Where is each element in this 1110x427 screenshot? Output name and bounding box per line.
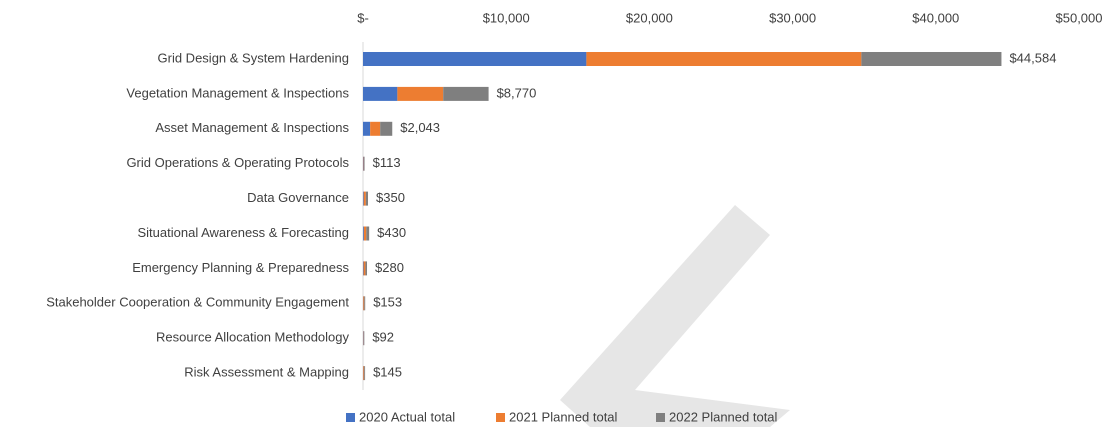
legend-swatch	[496, 413, 505, 422]
watermark	[560, 205, 790, 427]
bar-segment	[365, 191, 369, 206]
legend-swatch	[346, 413, 355, 422]
total-label: $92	[372, 330, 394, 345]
y-tick-label: Grid Operations & Operating Protocols	[126, 155, 349, 170]
bar-segment	[363, 52, 587, 66]
total-label: $44,584	[1009, 50, 1056, 65]
total-label: $430	[377, 225, 406, 240]
total-label: $145	[373, 365, 402, 380]
total-label: $280	[375, 260, 404, 275]
bar-segment	[364, 156, 365, 171]
legend-label: 2021 Planned total	[509, 409, 618, 424]
y-tick-label: Grid Design & System Hardening	[158, 50, 349, 65]
total-label: $8,770	[497, 85, 537, 100]
bar-segment	[380, 121, 393, 136]
legend-label: 2022 Planned total	[669, 409, 778, 424]
bar-segment	[363, 156, 365, 171]
legend-swatch	[656, 413, 665, 422]
total-label: $153	[373, 295, 402, 310]
bar-segment	[370, 121, 381, 136]
bar-segment	[363, 296, 365, 311]
y-tick-label: Vegetation Management & Inspections	[126, 85, 349, 100]
y-tick-label: Data Governance	[247, 190, 349, 205]
bar-segment	[363, 191, 364, 206]
bar-segment	[363, 156, 364, 171]
x-tick-label: $-	[357, 10, 369, 25]
bar-segment	[363, 261, 366, 276]
bar-segment	[443, 86, 489, 101]
bar-segment	[861, 52, 1002, 66]
bar-segment	[363, 226, 367, 241]
bar-segment	[364, 366, 366, 381]
total-label: $2,043	[400, 120, 440, 135]
y-tick-label: Situational Awareness & Forecasting	[138, 225, 350, 240]
bar-segment	[363, 86, 398, 101]
x-tick-label: $10,000	[483, 10, 530, 25]
total-label: $350	[376, 190, 405, 205]
x-tick-label: $30,000	[769, 10, 816, 25]
bar-segment	[363, 366, 365, 381]
y-tick-label: Asset Management & Inspections	[155, 120, 349, 135]
y-tick-label: Emergency Planning & Preparedness	[132, 260, 349, 275]
x-tick-label: $20,000	[626, 10, 673, 25]
x-tick-label: $40,000	[912, 10, 959, 25]
bar-segment	[364, 296, 366, 311]
bar-segment	[397, 86, 444, 101]
bar-segment	[586, 52, 862, 66]
x-tick-label: $50,000	[1056, 10, 1103, 25]
bar-segment	[363, 261, 364, 276]
bar-segment	[363, 191, 366, 206]
bar-segment	[363, 121, 371, 136]
y-tick-label: Resource Allocation Methodology	[156, 330, 349, 345]
y-tick-label: Risk Assessment & Mapping	[184, 365, 349, 380]
bar-segment	[365, 261, 368, 276]
legend-label: 2020 Actual total	[359, 409, 455, 424]
bar-segment	[366, 226, 370, 241]
total-label: $113	[373, 155, 401, 170]
bar-segment	[363, 226, 364, 241]
y-tick-label: Stakeholder Cooperation & Community Enga…	[46, 295, 349, 310]
